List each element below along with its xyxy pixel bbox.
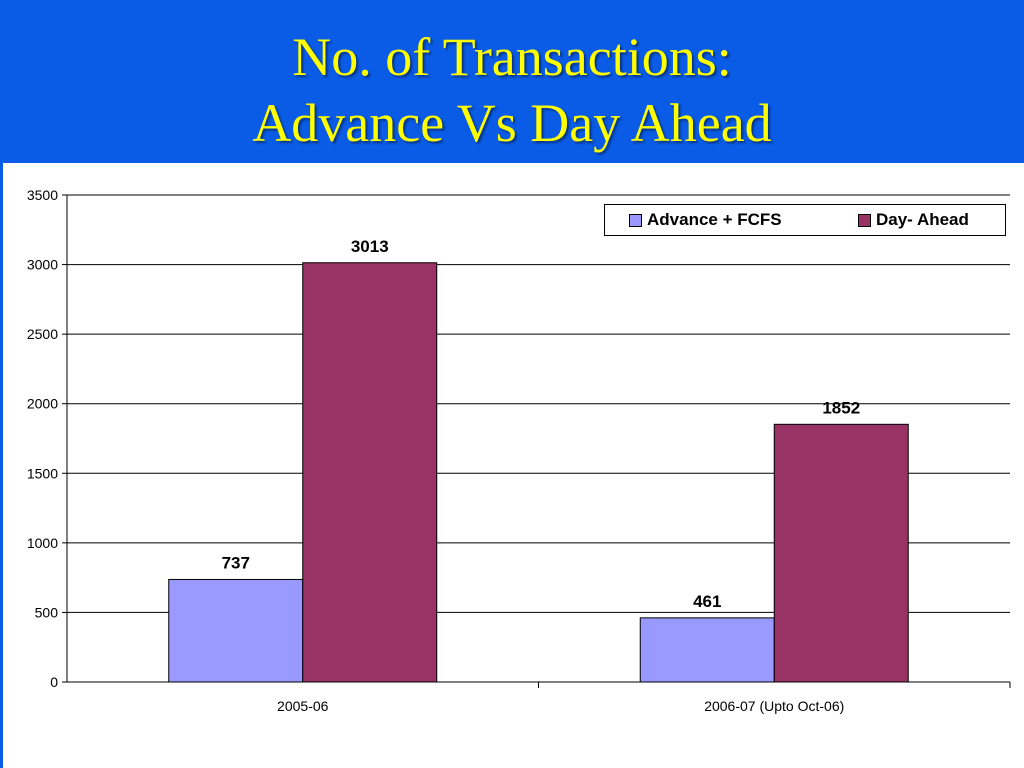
x-tick-label: 2005-06 [277,698,329,714]
y-tick-label: 0 [50,674,58,690]
data-label: 1852 [822,398,860,417]
bar-chart: 0 500 1000 1500 2000 2500 3000 3500 737 3013 2005-… [27,187,1011,714]
data-label: 3013 [351,237,389,256]
chart-panel: 0 500 1000 1500 2000 2500 3000 3500 737 3013 2005-… [3,163,1024,768]
y-tick-label: 1500 [27,465,58,481]
legend-swatch-advance-fcfs [629,213,642,227]
bar [639,617,775,683]
y-tick-label: 2500 [27,326,58,342]
y-tick-label: 3500 [27,187,58,203]
y-tick-label: 1000 [27,535,58,551]
slide-title-line-1: No. of Transactions: [292,27,732,87]
legend-label-advance-fcfs: Advance + FCFS [647,210,782,229]
slide-title-line-2: Advance Vs Day Ahead [252,93,772,153]
legend-item-day-ahead: Day- Ahead [858,210,969,230]
title-band: No. of Transactions: Advance Vs Day Ahea… [0,0,1024,163]
data-label: 737 [222,553,250,572]
bar [773,423,909,683]
x-tick-label: 2006-07 (Upto Oct-06) [704,698,844,714]
legend-swatch-day-ahead [858,213,871,227]
legend-label-day-ahead: Day- Ahead [876,210,969,229]
bar [168,578,304,683]
y-tick-label: 2000 [27,396,58,412]
chart-legend: Advance + FCFS Day- Ahead [604,204,1006,236]
bar [302,262,438,683]
y-tick-label: 3000 [27,257,58,273]
legend-item-advance-fcfs: Advance + FCFS [629,210,782,230]
y-tick-label: 500 [35,604,59,620]
data-label: 461 [693,592,721,611]
slide-title: No. of Transactions: Advance Vs Day Ahea… [0,24,1024,156]
